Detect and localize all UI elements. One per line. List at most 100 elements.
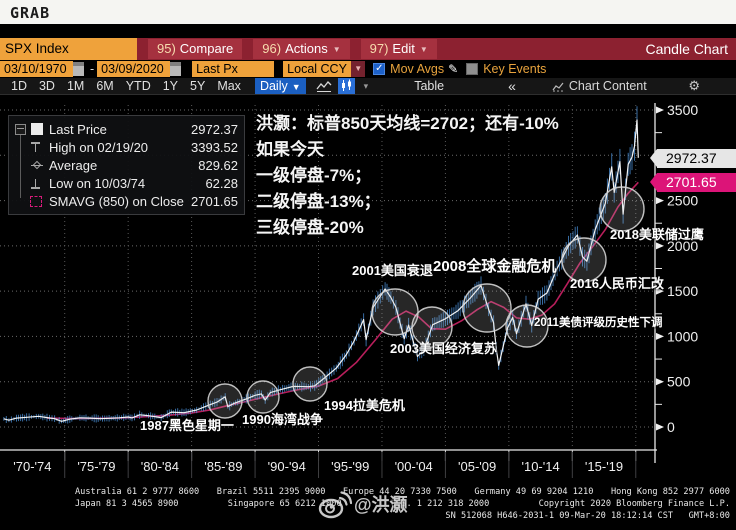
legend-row[interactable]: High on 02/19/20 3393.52 <box>15 138 238 156</box>
footer-segment: Australia 61 2 9777 8600 <box>75 487 200 497</box>
svg-text:'95-'99: '95-'99 <box>331 459 369 474</box>
period-button-1d[interactable]: 1D <box>11 79 27 93</box>
chart-content-button[interactable]: Chart Content <box>552 79 647 93</box>
edit-menu-button[interactable]: 97) Edit ▼ <box>360 39 437 59</box>
price-chart-plot[interactable]: 3500 2500 2000 1500 1000 500 0 '70-'74 '75-'79 '8… <box>0 95 736 495</box>
annotation-line: 如果今天 <box>256 140 324 159</box>
legend-value: 829.62 <box>198 157 238 173</box>
smavg-axis-tag: 2701.65 <box>650 173 736 192</box>
legend-value: 2972.37 <box>191 121 238 137</box>
legend-row[interactable]: SMAVG (850) on Close 2701.65 <box>15 192 238 210</box>
mov-avgs-checkbox[interactable] <box>373 63 386 75</box>
event-label: 1990海湾战争 <box>242 412 323 427</box>
period-button-3d[interactable]: 3D <box>38 79 55 93</box>
currency-select[interactable]: Local CCY <box>283 61 352 77</box>
legend-value: 3393.52 <box>191 139 238 155</box>
key-events-label: Key Events <box>483 62 547 76</box>
legend-row[interactable]: Average 829.62 <box>15 156 238 174</box>
svg-text:'75-'79: '75-'79 <box>77 459 115 474</box>
collapse-panel-button[interactable]: « <box>508 78 516 94</box>
line-chart-icon[interactable] <box>316 78 332 94</box>
svg-text:'85-'89: '85-'89 <box>204 459 242 474</box>
annotation-line: 一级停盘-7%； <box>256 166 372 185</box>
footer-segment: Hong Kong 852 2977 6000 <box>610 487 730 497</box>
currency-dropdown-caret-icon[interactable]: ▼ <box>351 61 366 77</box>
chart-style-dropdown-icon[interactable]: ▾ <box>363 80 369 91</box>
chevron-down-icon: ▼ <box>291 82 301 92</box>
last-price-axis-tag: 2972.37 <box>650 149 736 168</box>
edit-menu-label: Edit <box>392 41 415 56</box>
svg-text:3500: 3500 <box>667 102 698 118</box>
high-marker-icon <box>31 141 43 153</box>
period-button-6m[interactable]: 6M <box>96 79 114 93</box>
legend-label: Last Price <box>49 121 107 137</box>
chart-content-icon <box>552 82 564 92</box>
svg-text:2500: 2500 <box>667 193 698 209</box>
footer-segment: U.S. 1 212 318 2000 <box>390 499 490 509</box>
legend-label: High on 02/19/20 <box>49 139 149 155</box>
key-events-checkbox[interactable] <box>466 63 479 75</box>
svg-text:2000: 2000 <box>667 238 698 254</box>
calendar-icon[interactable] <box>170 62 182 76</box>
legend-label: Average <box>49 157 98 173</box>
annotation-line: 二级停盘-13%； <box>256 192 381 211</box>
period-toolbar: 1D 3D 1M 6M YTD 1Y 5Y Max Daily ▼ ▾ Table « Char… <box>0 78 736 95</box>
footer-serial-line: SN 512068 H646-2031-1 09-Mar-20 18:12:14… <box>445 511 730 521</box>
svg-text:1500: 1500 <box>667 283 698 299</box>
weibo-watermark: @洪灏 <box>318 489 408 519</box>
period-buttons: 1D 3D 1M 6M YTD 1Y 5Y Max <box>11 79 253 93</box>
pencil-edit-icon[interactable]: ✎ <box>448 62 459 76</box>
edit-menu-number: 97) <box>369 41 389 56</box>
weibo-icon <box>318 491 352 519</box>
period-button-ytd[interactable]: YTD <box>125 79 151 93</box>
event-label: 2018美联储过鹰 <box>610 227 704 242</box>
annotation-line: 洪灏：标普850天均线=2702；还有-10% <box>256 114 559 133</box>
period-button-1y[interactable]: 1Y <box>162 79 179 93</box>
last-price-swatch <box>31 123 43 135</box>
calendar-icon[interactable] <box>73 62 84 76</box>
svg-text:'70-'74: '70-'74 <box>13 459 51 474</box>
svg-text:'10-'14: '10-'14 <box>521 459 559 474</box>
event-label: 2003美国经济复苏 <box>390 341 497 356</box>
period-button-1m[interactable]: 1M <box>66 79 85 93</box>
date-range-separator: - <box>90 62 95 76</box>
event-label: 1987黑色星期一 <box>140 418 234 433</box>
gear-settings-icon[interactable]: ⚙ <box>688 78 700 93</box>
period-button-5y[interactable]: 5Y <box>190 79 206 93</box>
legend-tree-line <box>20 132 21 198</box>
legend-label: Low on 10/03/74 <box>49 175 146 191</box>
legend-collapse-icon[interactable] <box>15 123 26 135</box>
date-to-input[interactable]: 03/09/2020 <box>97 61 171 77</box>
compare-menu-button[interactable]: 95) Compare <box>148 39 243 59</box>
chevron-down-icon: ▼ <box>419 45 428 54</box>
legend-value: 62.28 <box>205 175 238 191</box>
event-label: 2008全球金融危机 <box>433 258 557 275</box>
grab-title: GRAB <box>0 0 736 24</box>
footer-segment: Japan 81 3 4565 8900 <box>75 499 179 509</box>
footer-contacts-line2: Japan 81 3 4565 8900 Singapore 65 6212 10… <box>75 499 730 509</box>
event-label: 1994拉美危机 <box>324 398 405 413</box>
svg-text:'15-'19: '15-'19 <box>585 459 623 474</box>
svg-text:'00-'04: '00-'04 <box>395 459 433 474</box>
frequency-select[interactable]: Daily ▼ <box>254 78 306 94</box>
actions-menu-number: 96) <box>262 41 282 56</box>
actions-menu-button[interactable]: 96) Actions ▼ <box>253 39 350 59</box>
candle-chart-icon[interactable] <box>337 78 355 94</box>
security-ticker-field[interactable]: SPX Index <box>0 38 137 60</box>
chart-content-label: Chart Content <box>568 79 647 93</box>
table-button[interactable]: Table <box>414 79 445 93</box>
annotation-text-block: 洪灏：标普850天均线=2702；还有-10% 如果今天一级停盘-7%； 二级停盘-… <box>256 111 559 241</box>
date-from-input[interactable]: 03/10/1970 <box>0 61 73 77</box>
svg-text:500: 500 <box>667 374 691 390</box>
period-button-max[interactable]: Max <box>217 79 241 93</box>
svg-text:'80-'84: '80-'84 <box>141 459 179 474</box>
footer-segment: Brazil 5511 2395 9000 <box>216 487 326 497</box>
compare-menu-label: Compare <box>179 41 234 56</box>
legend-row[interactable]: Low on 10/03/74 62.28 <box>15 174 238 192</box>
event-label: 2001美国衰退 <box>352 263 433 278</box>
price-field-select[interactable]: Last Px <box>192 61 275 77</box>
chart-controls-row: 03/10/1970 - 03/09/2020 Last Px Local CC… <box>0 60 736 78</box>
legend-row[interactable]: Last Price 2972.37 <box>15 120 238 138</box>
watermark-handle: @洪灏 <box>354 495 408 515</box>
